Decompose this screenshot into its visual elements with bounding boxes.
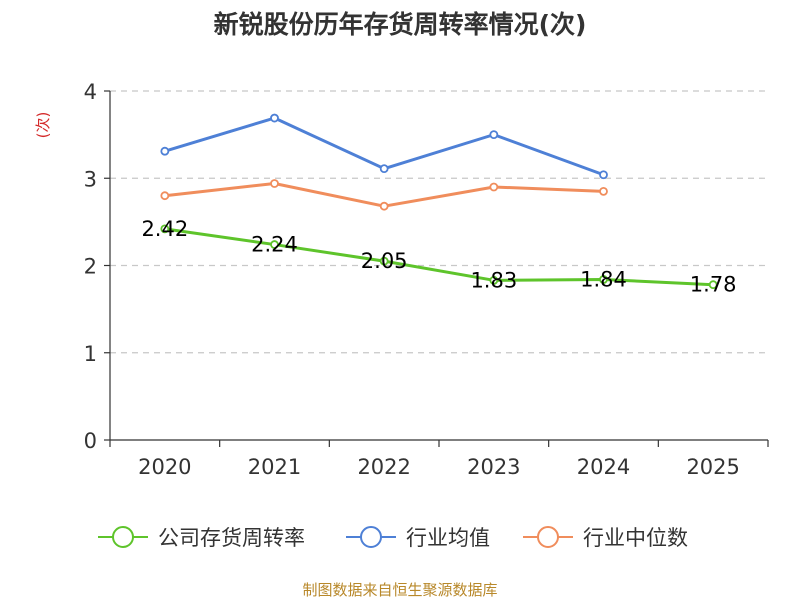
data-label: 1.78 xyxy=(690,273,737,297)
data-point xyxy=(161,192,168,199)
y-axis-label: (次) xyxy=(34,112,52,139)
y-tick-label: 0 xyxy=(84,429,97,453)
x-tick-label: 2021 xyxy=(248,455,301,479)
legend-marker xyxy=(538,527,558,547)
x-tick-label: 2024 xyxy=(577,455,630,479)
data-label: 2.05 xyxy=(361,249,408,273)
data-labels: 2.42 2.24 2.05 1.83 1.84 1.78 xyxy=(141,217,736,297)
legend-label: 行业中位数 xyxy=(583,526,688,550)
data-point xyxy=(381,165,388,172)
y-tick-label: 1 xyxy=(84,342,97,366)
chart: 新锐股份历年存货周转率情况(次) (次) 0 1 2 3 4 2020 2021 2022 20… xyxy=(0,0,800,600)
legend[interactable]: 公司存货周转率 行业均值 行业中位数 xyxy=(98,526,688,550)
y-tick-label: 2 xyxy=(84,255,97,279)
data-point xyxy=(490,183,497,190)
series-line-0 xyxy=(165,229,713,285)
data-point xyxy=(381,203,388,210)
y-tick-label: 3 xyxy=(84,167,97,191)
data-label: 2.42 xyxy=(141,217,188,241)
legend-label: 公司存货周转率 xyxy=(158,526,305,550)
source-note: 制图数据来自恒生聚源数据库 xyxy=(302,581,497,599)
x-tick-label: 2022 xyxy=(357,455,410,479)
chart-title: 新锐股份历年存货周转率情况(次) xyxy=(214,10,587,39)
y-tick-label: 4 xyxy=(84,80,97,104)
data-point xyxy=(271,115,278,122)
data-label: 2.24 xyxy=(251,233,298,257)
grid-lines xyxy=(110,91,768,353)
data-point xyxy=(271,180,278,187)
x-tick-label: 2023 xyxy=(467,455,520,479)
data-point xyxy=(600,171,607,178)
data-label: 1.83 xyxy=(470,268,517,292)
x-tick-label: 2020 xyxy=(138,455,191,479)
legend-label: 行业均值 xyxy=(406,526,490,550)
series xyxy=(161,115,716,289)
data-point xyxy=(490,131,497,138)
legend-marker xyxy=(113,527,133,547)
data-point xyxy=(161,148,168,155)
legend-marker xyxy=(361,527,381,547)
data-label: 1.84 xyxy=(580,267,627,291)
x-tick-label: 2025 xyxy=(686,455,739,479)
axes: 0 1 2 3 4 2020 2021 2022 2023 2024 2025 xyxy=(84,80,768,479)
data-point xyxy=(600,188,607,195)
